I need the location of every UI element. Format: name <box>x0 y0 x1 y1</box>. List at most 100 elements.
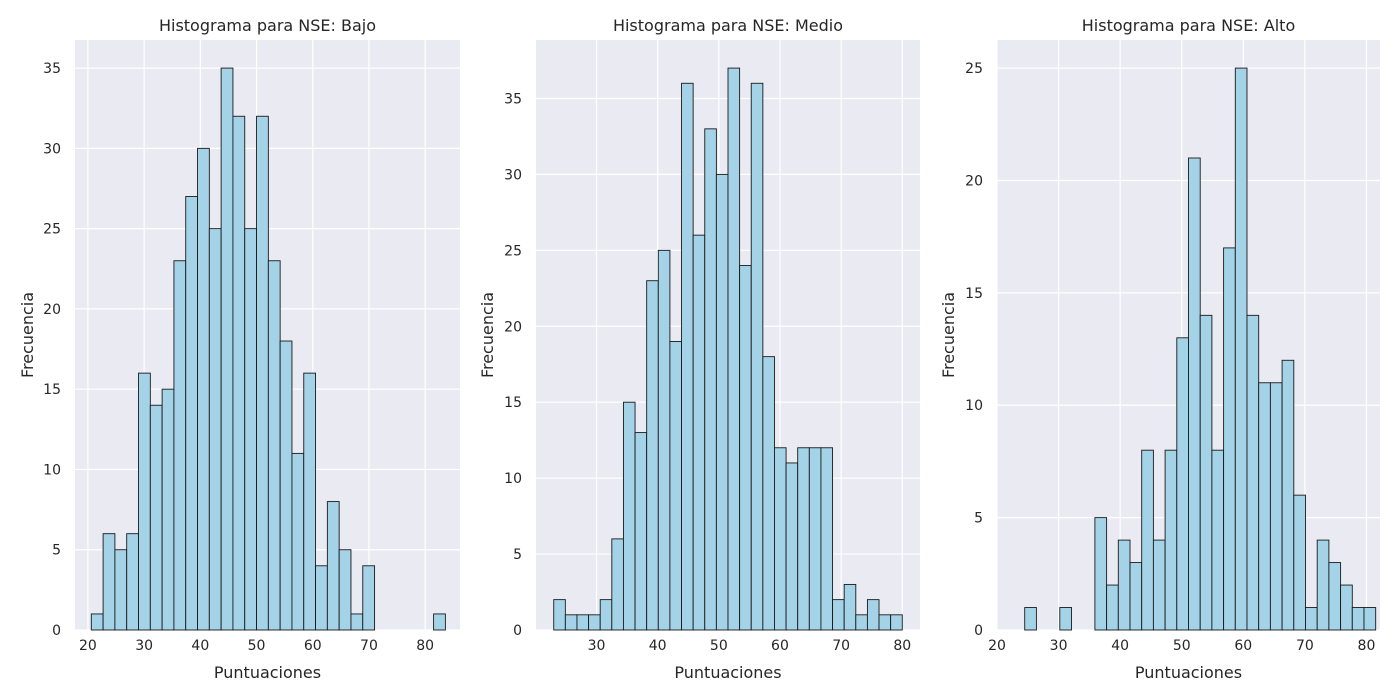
histogram-bar <box>1152 539 1166 631</box>
x-tick-label: 60 <box>304 638 322 654</box>
x-tick-label: 60 <box>771 638 789 654</box>
x-tick-label: 60 <box>1234 638 1252 654</box>
histogram-bar <box>161 388 175 631</box>
y-tick-label: 0 <box>974 623 983 639</box>
histogram-bar <box>232 115 246 631</box>
histogram-bar <box>890 614 903 631</box>
histogram-bar <box>267 260 281 631</box>
x-tick-label: 70 <box>832 638 850 654</box>
y-tick-label: 25 <box>965 61 983 77</box>
y-tick-label: 0 <box>513 623 522 639</box>
x-tick-labels: 30 40 50 60 70 80 <box>588 638 912 654</box>
histogram-bar <box>797 447 810 631</box>
bars <box>553 67 903 631</box>
x-tick-label: 40 <box>191 638 209 654</box>
y-axis-label: Frecuencia <box>18 292 37 378</box>
histogram-bar <box>291 452 305 631</box>
histogram-bar <box>1305 607 1318 631</box>
x-tick-label: 30 <box>135 638 153 654</box>
y-axis-label: Frecuencia <box>478 292 497 378</box>
histogram-bar <box>657 249 671 631</box>
histogram-bar <box>564 614 578 631</box>
y-tick-label: 15 <box>965 286 983 302</box>
histogram-bar <box>599 599 613 631</box>
histogram-bar <box>762 356 775 631</box>
bars <box>1024 67 1377 631</box>
y-axis-label: Frecuencia <box>939 292 958 378</box>
histogram-bar <box>1328 562 1342 631</box>
histogram-bar <box>126 533 139 631</box>
histogram-bar <box>114 549 128 631</box>
histogram-bar <box>197 147 210 631</box>
y-tick-label: 20 <box>965 173 983 189</box>
x-tick-label: 70 <box>360 638 378 654</box>
histogram-bar <box>138 372 151 631</box>
y-tick-label: 20 <box>504 319 522 335</box>
histogram-bar <box>315 565 328 631</box>
histogram-bar <box>1199 314 1213 631</box>
y-tick-label: 30 <box>43 141 61 157</box>
histogram-bar <box>1117 539 1131 631</box>
y-tick-label: 5 <box>52 543 61 559</box>
x-tick-label: 80 <box>416 638 434 654</box>
histogram-bar <box>774 447 787 631</box>
histogram-bar <box>855 614 868 631</box>
panel-medio: 30 40 50 60 70 80 0 5 10 15 20 25 30 35 Histograma p… <box>478 16 920 682</box>
x-tick-label: 50 <box>1173 638 1191 654</box>
y-tick-label: 15 <box>43 382 61 398</box>
histogram-bar <box>1269 382 1283 631</box>
histogram-bar <box>622 401 636 631</box>
panel-bajo: 20 30 40 50 60 70 80 0 5 10 15 20 25 30 35 Histograma… <box>18 16 460 682</box>
histogram-bar <box>1281 359 1295 631</box>
histogram-bar <box>350 613 364 631</box>
histogram-bar <box>669 341 682 631</box>
y-tick-label: 20 <box>43 302 61 318</box>
histogram-bar <box>808 447 822 631</box>
x-tick-label: 50 <box>710 638 728 654</box>
histogram-bar <box>1340 584 1353 631</box>
histogram-bar <box>588 614 601 631</box>
y-tick-label: 30 <box>504 167 522 183</box>
histogram-bar <box>1164 449 1178 631</box>
histogram-bar <box>727 67 741 631</box>
x-axis-label: Puntuaciones <box>1135 663 1242 682</box>
histogram-bar <box>704 128 717 631</box>
y-tick-labels: 0 5 10 15 20 25 30 35 <box>504 91 522 639</box>
histogram-bar <box>646 280 659 631</box>
histogram-bar <box>1351 607 1365 631</box>
chart-title: Histograma para NSE: Alto <box>1082 16 1295 35</box>
y-tick-labels: 0 5 10 15 20 25 <box>965 61 983 639</box>
x-axis-label: Puntuaciones <box>674 663 781 682</box>
histogram-bar <box>785 462 799 631</box>
panel-alto: 20 30 40 50 60 70 80 0 5 10 15 20 25 Histograma par… <box>939 16 1380 682</box>
x-tick-label: 20 <box>988 638 1006 654</box>
histogram-bar <box>576 614 590 631</box>
histogram-bar <box>1094 517 1108 631</box>
y-tick-label: 25 <box>43 222 61 238</box>
y-tick-label: 10 <box>43 462 61 478</box>
bars <box>90 67 446 631</box>
histogram-bar <box>1316 539 1330 631</box>
histogram-bar <box>1246 314 1260 631</box>
chart-title: Histograma para NSE: Bajo <box>159 16 376 35</box>
histogram-bar <box>1293 494 1306 631</box>
histogram-bar <box>90 613 104 631</box>
histogram-bar <box>878 614 892 631</box>
histogram-bar <box>303 372 317 631</box>
histogram-bar <box>279 340 293 631</box>
histogram-bar <box>739 265 752 631</box>
x-tick-label: 30 <box>1050 638 1068 654</box>
histogram-bar <box>149 404 163 631</box>
histogram-bar <box>1059 607 1072 631</box>
histogram-bar <box>326 501 340 631</box>
histogram-bar <box>433 613 446 631</box>
x-tick-label: 30 <box>588 638 606 654</box>
histogram-bar <box>1024 607 1037 631</box>
histogram-bar <box>866 599 880 631</box>
histogram-bar <box>338 549 352 631</box>
histogram-bar <box>1141 449 1154 631</box>
x-tick-label: 80 <box>1358 638 1376 654</box>
histogram-bar <box>553 599 566 631</box>
histogram-bar <box>362 565 376 631</box>
